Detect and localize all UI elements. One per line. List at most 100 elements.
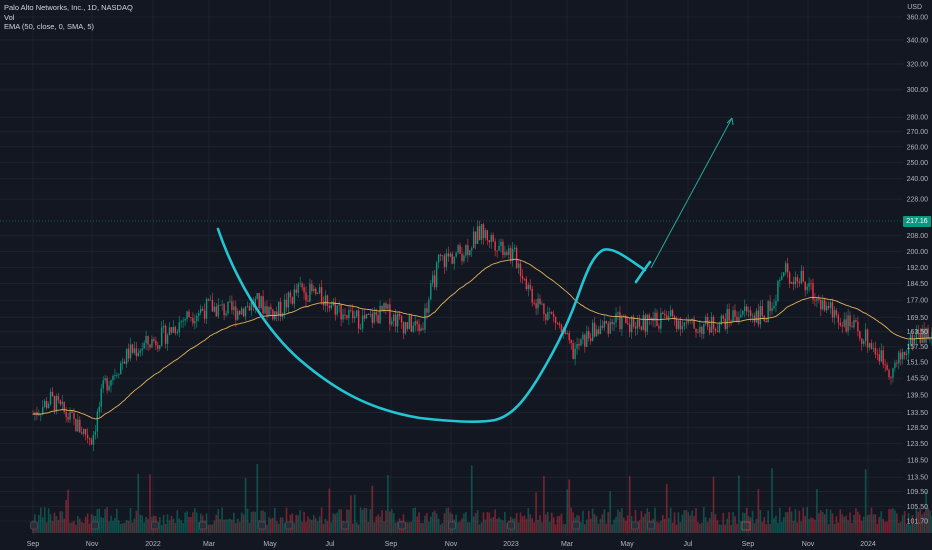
dividend-marker-icon[interactable]: [285, 521, 293, 530]
volume-bar: [907, 513, 910, 533]
volume-bar: [899, 521, 902, 533]
dividend-marker-icon[interactable]: [398, 521, 406, 530]
candle-body: [248, 306, 251, 311]
candle-body: [260, 296, 262, 308]
candle-body: [629, 324, 631, 333]
volume-bar: [915, 508, 918, 533]
price-tick-label: 169.50: [907, 315, 929, 322]
volume-bar: [235, 522, 237, 533]
volume-bar: [396, 521, 399, 533]
candle-body: [377, 315, 379, 324]
candle-body: [627, 323, 629, 325]
candle-body: [539, 298, 541, 305]
candle-body: [162, 325, 165, 328]
volume-bar: [857, 511, 859, 533]
volume-bar: [486, 512, 489, 533]
candle-body: [104, 378, 106, 381]
volume-bar: [116, 508, 118, 533]
volume-bar: [108, 521, 110, 533]
volume-bar: [706, 521, 709, 533]
volume-bar: [301, 521, 303, 533]
candle-body: [917, 329, 919, 334]
volume-bar: [367, 521, 370, 533]
price-tick-label: 240.00: [907, 176, 929, 183]
dividend-marker-icon[interactable]: [647, 521, 655, 530]
dividend-marker-icon[interactable]: [258, 521, 266, 530]
candle-body: [677, 320, 680, 329]
volume-bar: [303, 511, 305, 533]
time-tick-label: Nov: [86, 541, 99, 548]
volume-bar: [716, 520, 719, 533]
candle-body: [51, 391, 54, 397]
volume-bar: [759, 509, 762, 533]
candle-body: [515, 247, 518, 268]
volume-bar: [679, 522, 682, 533]
price-tick-label: 228.00: [907, 197, 929, 204]
ema-legend[interactable]: EMA (50, close, 0, SMA, 5): [4, 22, 95, 31]
volume-bar: [178, 518, 181, 533]
price-tick-label: 280.00: [907, 115, 929, 122]
candle-body: [94, 431, 97, 435]
volume-bar: [504, 511, 506, 533]
volume-bar: [61, 511, 64, 533]
volume-bar: [316, 521, 319, 533]
candle-body: [749, 310, 752, 316]
volume-bar: [430, 516, 432, 533]
volume-bars: [32, 464, 932, 533]
currency-label[interactable]: USD: [907, 4, 922, 11]
projection-arrow[interactable]: [650, 117, 734, 269]
dividend-marker-icon[interactable]: [151, 521, 159, 530]
volume-bar: [166, 514, 169, 533]
candle-body: [151, 339, 153, 348]
volume-bar: [336, 512, 338, 533]
volume-bar: [389, 511, 391, 533]
candle-body: [494, 241, 496, 251]
candle-body: [365, 313, 368, 319]
symbol-title[interactable]: Palo Alto Networks, Inc., 1D, NASDAQ: [4, 3, 133, 12]
candle-body: [738, 317, 740, 322]
volume-bar: [888, 508, 890, 533]
time-axis[interactable]: Sep Nov 2022 Mar May Jul Sep Nov 2023 Mar May Jul Se…: [27, 541, 876, 548]
volume-bar: [55, 516, 58, 533]
volume-bar: [718, 524, 721, 533]
candle-body: [697, 332, 699, 334]
volume-bar: [564, 523, 567, 533]
volume-bar: [755, 518, 758, 533]
price-tick-label: 113.50: [907, 475, 928, 482]
volume-bar: [862, 516, 865, 533]
dividend-marker-icon[interactable]: [631, 521, 639, 530]
volume-bar: [84, 516, 87, 533]
dividend-marker-icon[interactable]: [30, 521, 38, 530]
volume-bar: [720, 524, 723, 533]
volume-legend[interactable]: Vol: [4, 12, 15, 22]
candle-body: [736, 316, 738, 322]
dividend-marker-icon[interactable]: [199, 521, 207, 530]
dividend-marker-icon[interactable]: [91, 521, 99, 530]
volume-bar: [307, 516, 309, 533]
volume-bar: [724, 524, 727, 533]
candle-body: [597, 329, 600, 335]
volume-bar: [547, 511, 549, 533]
volume-bar: [47, 508, 50, 533]
candle-body: [424, 308, 426, 330]
earnings-marker-icon[interactable]: [741, 521, 751, 531]
volume-bar: [295, 514, 298, 533]
candle-body: [615, 313, 617, 323]
volume-bar: [829, 509, 832, 533]
volume-bar: [445, 508, 448, 533]
time-tick-label: 2023: [503, 541, 519, 548]
candle-body: [313, 288, 315, 291]
dividend-marker-icon[interactable]: [448, 521, 456, 530]
candle-body: [363, 315, 366, 319]
dividend-marker-icon[interactable]: [341, 521, 349, 530]
volume-bar: [40, 507, 42, 533]
cup-and-handle-curve[interactable]: [216, 227, 652, 424]
candle-body: [480, 224, 483, 241]
dividend-marker-icon[interactable]: [507, 521, 515, 530]
volume-bar: [523, 515, 526, 533]
candle-body: [913, 339, 916, 345]
dividend-marker-icon[interactable]: [572, 521, 580, 530]
price-axis[interactable]: 360.00 340.00 320.00 300.00 280.00 270.00 260.…: [907, 4, 929, 526]
candle-body: [279, 301, 282, 317]
